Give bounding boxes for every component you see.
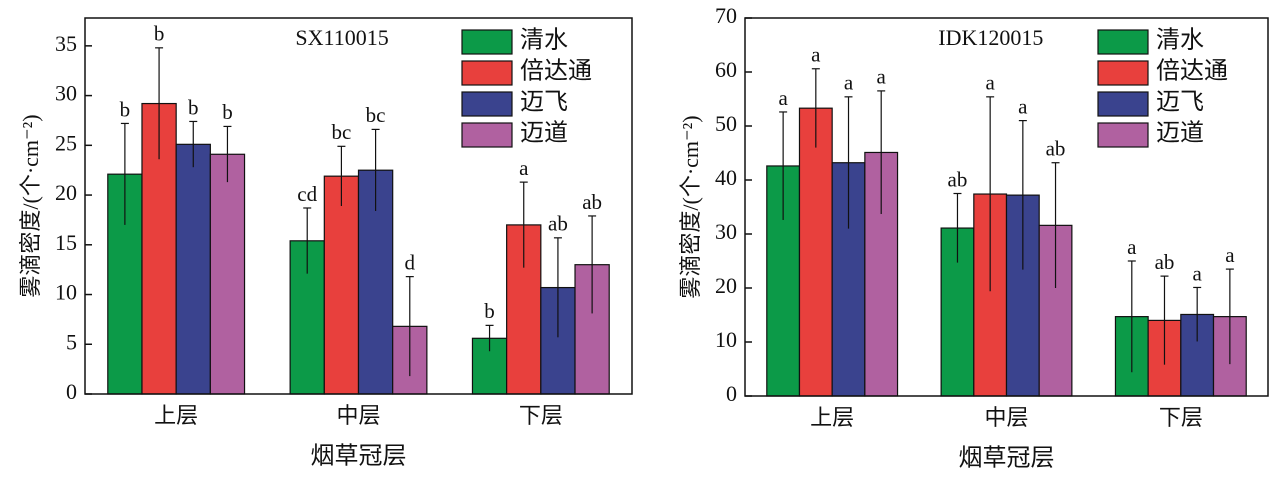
significance-letter: b — [484, 299, 495, 323]
significance-letter: cd — [297, 182, 317, 206]
significance-letter: a — [1225, 243, 1235, 267]
y-tick-label: 20 — [55, 180, 77, 205]
significance-letter: a — [844, 71, 854, 95]
bar — [209, 153, 246, 395]
y-tick-label: 60 — [715, 57, 737, 82]
legend-swatch — [1097, 60, 1149, 86]
y-tick-label: 10 — [55, 280, 77, 305]
significance-letter: ab — [582, 190, 602, 214]
bar — [175, 143, 211, 395]
legend-label: 迈飞 — [1156, 90, 1204, 116]
y-tick-label: 40 — [715, 165, 737, 190]
significance-letter: d — [405, 250, 416, 274]
legend-swatch — [461, 29, 513, 55]
legend-swatch — [461, 60, 513, 86]
significance-letter: bc — [366, 103, 386, 127]
significance-letter: b — [120, 97, 131, 121]
legend-label: 迈道 — [1156, 120, 1204, 147]
y-tick-label: 15 — [55, 230, 77, 255]
chart-title: SX110015 — [295, 25, 388, 50]
significance-letter: a — [1018, 94, 1028, 118]
significance-letter: ab — [1046, 137, 1066, 161]
y-tick-label: 35 — [55, 31, 77, 56]
plot-frame — [744, 17, 1269, 397]
significance-letter: a — [811, 43, 821, 67]
significance-letter: a — [1193, 261, 1203, 285]
significance-letter: b — [222, 100, 233, 124]
legend-swatch — [1097, 91, 1149, 117]
chart-title: IDK120015 — [938, 25, 1043, 50]
y-tick-label: 0 — [726, 381, 737, 406]
significance-letter: bc — [331, 120, 351, 144]
x-axis-label: 烟草冠层 — [311, 443, 407, 470]
significance-letter: b — [188, 95, 199, 119]
significance-letter: a — [985, 71, 995, 95]
legend-label: 迈道 — [520, 120, 568, 147]
y-tick-label: 0 — [66, 379, 77, 404]
significance-letter: b — [154, 22, 165, 46]
x-tick-label: 中层 — [336, 403, 380, 428]
significance-letter: ab — [548, 212, 568, 236]
x-tick-label: 上层 — [154, 403, 198, 428]
legend-label: 迈飞 — [520, 90, 568, 116]
y-tick-label: 10 — [715, 327, 737, 352]
legend-swatch — [1097, 29, 1149, 55]
significance-letter: a — [1127, 235, 1137, 259]
significance-letter: a — [778, 86, 788, 110]
x-tick-label: 下层 — [519, 403, 563, 428]
significance-letter: a — [519, 156, 529, 180]
legend-swatch — [1097, 122, 1149, 148]
legend-label: 清水 — [1156, 27, 1204, 54]
significance-letter: a — [877, 65, 887, 89]
legend-swatch — [461, 91, 513, 117]
legend-swatch — [461, 122, 513, 148]
bar — [357, 169, 394, 395]
y-axis-label: 雾滴密度/(个·cm⁻²) — [18, 114, 43, 297]
significance-letter: ab — [948, 167, 968, 191]
legend-label: 倍达通 — [520, 58, 592, 85]
y-tick-label: 5 — [66, 329, 77, 354]
x-tick-label: 上层 — [810, 405, 854, 430]
y-axis-label: 雾滴密度/(个·cm⁻²) — [678, 115, 703, 298]
y-tick-label: 20 — [715, 273, 737, 298]
x-tick-label: 下层 — [1159, 405, 1203, 430]
y-tick-label: 25 — [55, 130, 77, 155]
y-tick-label: 30 — [715, 219, 737, 244]
y-tick-label: 30 — [55, 81, 77, 106]
significance-letter: ab — [1155, 250, 1175, 274]
legend-label: 清水 — [520, 27, 568, 54]
plot-frame — [84, 17, 633, 395]
y-tick-label: 70 — [715, 3, 737, 28]
bar — [323, 175, 360, 395]
bar — [798, 107, 833, 397]
legend-label: 倍达通 — [1156, 58, 1228, 85]
x-axis-label: 烟草冠层 — [959, 445, 1055, 472]
y-tick-label: 50 — [715, 111, 737, 136]
x-tick-label: 中层 — [984, 405, 1028, 430]
